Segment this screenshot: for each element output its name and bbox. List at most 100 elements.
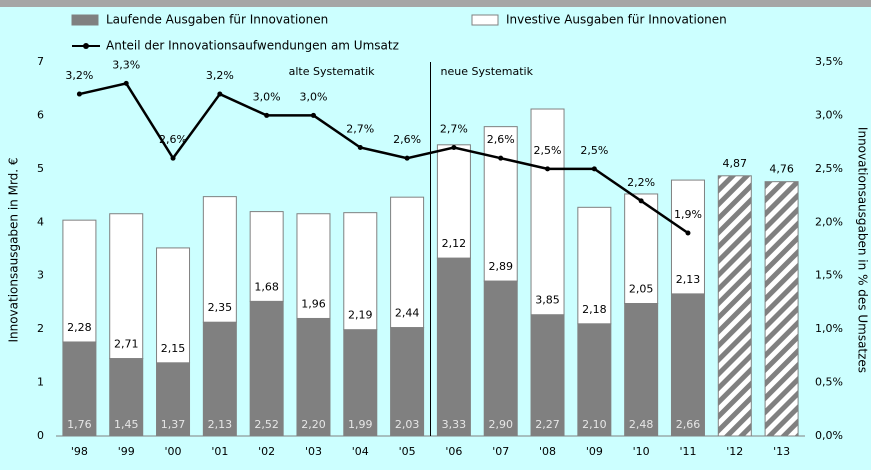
bar-segment — [109, 358, 144, 437]
data-label: 3,85 — [535, 294, 560, 307]
line-marker — [264, 112, 270, 118]
line-marker — [545, 166, 551, 172]
bar-segment — [436, 144, 471, 259]
bar-segment — [670, 293, 705, 437]
line-label: 2,5% — [580, 144, 608, 157]
y-tick-label: 3 — [37, 269, 44, 282]
x-tick-label: '12 — [726, 445, 743, 458]
annotation: neue Systematik — [441, 65, 534, 78]
bar-segment — [577, 323, 612, 437]
line-marker — [451, 144, 457, 150]
y-tick-label: 5 — [37, 162, 44, 175]
y2-axis-title: Innovationsausgaben in % des Umsatzes — [856, 127, 870, 373]
line-label: 3,3% — [112, 58, 140, 71]
bar-segment — [390, 196, 425, 329]
x-tick-label: '06 — [445, 445, 462, 458]
bar-segment — [343, 212, 378, 331]
data-label: 2,15 — [161, 342, 186, 355]
y2-tick-label: 0,5% — [815, 376, 843, 389]
y-tick-label: 1 — [37, 376, 44, 389]
line-label: 2,7% — [440, 122, 468, 135]
legend-marker — [83, 43, 89, 49]
data-label: 2,90 — [488, 418, 513, 431]
bar-segment — [624, 193, 659, 304]
legend-label: Laufende Ausgaben für Innovationen — [106, 13, 328, 27]
x-tick-label: '13 — [773, 445, 790, 458]
data-label: 1,96 — [301, 297, 326, 310]
data-label: 2,13 — [676, 273, 701, 286]
legend-swatch — [471, 14, 499, 26]
bar-segment — [109, 213, 144, 360]
bar-segment — [483, 280, 518, 437]
y2-tick-label: 1,5% — [815, 269, 843, 282]
line-marker — [591, 166, 597, 172]
line-label: 1,9% — [674, 208, 702, 221]
bar-segment — [436, 257, 471, 437]
bar-segment — [717, 175, 752, 437]
line-marker — [404, 155, 410, 161]
line-marker — [170, 155, 176, 161]
bar-segment — [390, 327, 425, 437]
line-label: 3,0% — [253, 90, 281, 103]
data-label: 2,48 — [629, 418, 654, 431]
top-bar — [0, 0, 871, 7]
data-label: 2,13 — [208, 418, 233, 431]
data-label: 2,35 — [208, 301, 233, 314]
bar-segment — [530, 314, 565, 437]
bar-segment — [249, 211, 284, 302]
y-tick-label: 2 — [37, 322, 44, 335]
data-label: 1,45 — [114, 418, 139, 431]
y-tick-label: 7 — [37, 55, 44, 68]
line-label: 2,5% — [534, 144, 562, 157]
bar-segment — [530, 108, 565, 316]
y2-tick-label: 0,0% — [815, 429, 843, 442]
line-label: 3,2% — [65, 69, 93, 82]
y2-tick-label: 1,0% — [815, 322, 843, 335]
y-axis-title: Innovationsausgaben in Mrd. € — [7, 157, 21, 342]
x-tick-label: '98 — [71, 445, 88, 458]
line-marker — [310, 112, 316, 118]
y2-tick-label: 3,0% — [815, 108, 843, 121]
data-label: 2,66 — [676, 418, 701, 431]
data-label: 1,37 — [161, 418, 186, 431]
data-label: 1,99 — [348, 418, 373, 431]
x-tick-label: '08 — [539, 445, 556, 458]
y-tick-label: 4 — [37, 215, 44, 228]
data-label: 2,05 — [629, 282, 654, 295]
legend-label: Anteil der Innovationsaufwendungen am Um… — [106, 39, 399, 53]
x-tick-label: '09 — [586, 445, 603, 458]
line-label: 3,2% — [206, 69, 234, 82]
y-tick-label: 6 — [37, 108, 44, 121]
x-tick-label: '03 — [305, 445, 322, 458]
line-marker — [217, 91, 223, 97]
bar-segment — [62, 219, 97, 343]
bar-segment — [483, 126, 518, 282]
bar-segment — [670, 179, 705, 295]
line-marker — [638, 198, 644, 204]
y-tick-label: 0 — [37, 429, 44, 442]
x-tick-label: '07 — [492, 445, 509, 458]
data-label: 1,68 — [254, 280, 279, 293]
annotation: alte Systematik — [289, 65, 376, 78]
data-label: 2,19 — [348, 309, 373, 322]
x-tick-label: '11 — [679, 445, 696, 458]
bar-segment — [343, 329, 378, 437]
data-label: 2,12 — [442, 237, 467, 250]
line-label: 2,7% — [346, 122, 374, 135]
x-tick-label: '99 — [118, 445, 135, 458]
data-label: 2,03 — [395, 418, 420, 431]
bar-segment — [202, 196, 237, 323]
line-marker — [123, 80, 129, 86]
data-label: 2,28 — [67, 321, 92, 334]
x-tick-label: '05 — [399, 445, 416, 458]
data-label: 2,20 — [301, 418, 326, 431]
data-label: 2,44 — [395, 307, 420, 320]
x-tick-label: '02 — [258, 445, 275, 458]
data-label: 4,76 — [769, 163, 794, 176]
line-label: 2,2% — [627, 176, 655, 189]
x-tick-label: '04 — [352, 445, 369, 458]
x-tick-label: '10 — [633, 445, 650, 458]
line-label: 3,0% — [299, 90, 327, 103]
y2-tick-label: 3,5% — [815, 55, 843, 68]
